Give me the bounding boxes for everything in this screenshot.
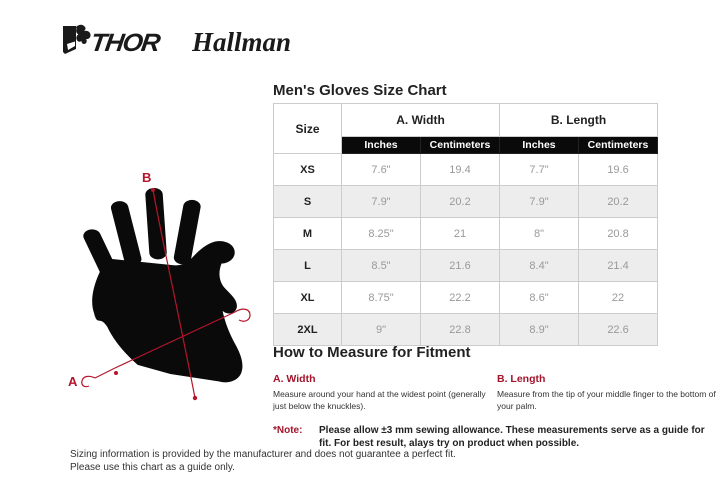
svg-text:B: B	[142, 170, 151, 185]
svg-text:THOR: THOR	[89, 29, 162, 57]
svg-text:A: A	[68, 374, 78, 389]
svg-text:Hallman: Hallman	[192, 27, 291, 57]
